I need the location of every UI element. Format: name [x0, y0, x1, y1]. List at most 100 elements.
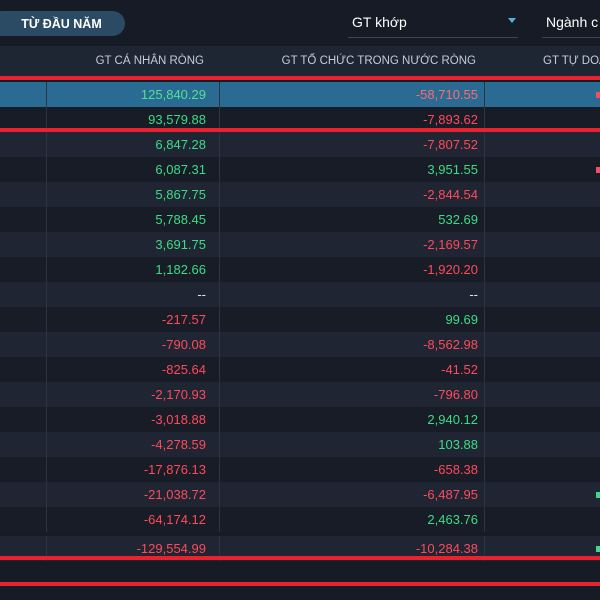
- table-header: GT CÁ NHÂN RÒNG GT TỔ CHỨC TRONG NƯỚC RÒ…: [0, 46, 600, 76]
- row-label-cell: [0, 207, 46, 232]
- annotation-box-top-edge: [0, 556, 600, 560]
- table-row[interactable]: -2,170.93 -796.80: [0, 382, 600, 407]
- proprietary-net-value: [484, 82, 600, 107]
- proprietary-net-value: [484, 257, 600, 282]
- institution-net-value: --: [219, 282, 484, 307]
- proprietary-net-value: [484, 536, 600, 561]
- table-row[interactable]: -217.57 99.69: [0, 307, 600, 332]
- individual-net-value: 5,788.45: [46, 207, 219, 232]
- table-row[interactable]: 93,579.88 -7,893.62: [0, 107, 600, 132]
- proprietary-net-value: [484, 482, 600, 507]
- proprietary-net-value: [484, 282, 600, 307]
- proprietary-net-value: [484, 132, 600, 157]
- proprietary-net-value: [484, 207, 600, 232]
- institution-net-value: 3,951.55: [219, 157, 484, 182]
- proprietary-net-value: [484, 407, 600, 432]
- proprietary-net-value: [484, 382, 600, 407]
- institution-net-value: 532.69: [219, 207, 484, 232]
- table-row[interactable]: 5,867.75 -2,844.54: [0, 182, 600, 207]
- institution-net-value: -1,920.20: [219, 257, 484, 282]
- value-sign-indicator: [596, 92, 600, 98]
- institution-net-value: -41.52: [219, 357, 484, 382]
- institution-net-value: -2,169.57: [219, 232, 484, 257]
- individual-net-value: -790.08: [46, 332, 219, 357]
- institution-net-value: -7,893.62: [219, 107, 484, 132]
- institution-net-value: -8,562.98: [219, 332, 484, 357]
- proprietary-net-value: [484, 507, 600, 532]
- table-row[interactable]: -21,038.72 -6,487.95: [0, 482, 600, 507]
- value-sign-indicator: [596, 546, 600, 552]
- institution-net-value: -658.38: [219, 457, 484, 482]
- proprietary-net-value: [484, 432, 600, 457]
- filter-bar: TỪ ĐẦU NĂM GT khớp Ngành c: [0, 0, 600, 46]
- row-label-cell: [0, 507, 46, 532]
- row-label-cell: [0, 357, 46, 382]
- row-label-cell: [0, 82, 46, 107]
- row-label-cell: [0, 282, 46, 307]
- individual-net-value: -17,876.13: [46, 457, 219, 482]
- individual-net-value: -3,018.88: [46, 407, 219, 432]
- individual-net-value: -2,170.93: [46, 382, 219, 407]
- sector-group-select[interactable]: Ngành c: [542, 6, 600, 38]
- value-sign-indicator: [596, 167, 600, 173]
- table-row[interactable]: 3,691.75 -2,169.57: [0, 232, 600, 257]
- table-row[interactable]: 6,847.28 -7,807.52: [0, 132, 600, 157]
- individual-net-value: -825.64: [46, 357, 219, 382]
- row-label-cell: [0, 382, 46, 407]
- institution-net-value: 2,463.76: [219, 507, 484, 532]
- individual-net-value: -21,038.72: [46, 482, 219, 507]
- row-label-cell: [0, 132, 46, 157]
- table-row[interactable]: -4,278.59 103.88: [0, 432, 600, 457]
- table-row[interactable]: -64,174.12 2,463.76: [0, 507, 600, 532]
- column-header-individual[interactable]: GT CÁ NHÂN RÒNG: [95, 55, 204, 67]
- individual-net-value: 93,579.88: [46, 107, 219, 132]
- individual-net-value: -217.57: [46, 307, 219, 332]
- row-label-cell: [0, 482, 46, 507]
- institution-net-value: 103.88: [219, 432, 484, 457]
- table-row[interactable]: -- --: [0, 282, 600, 307]
- individual-net-value: --: [46, 282, 219, 307]
- proprietary-net-value: [484, 157, 600, 182]
- individual-net-value: -64,174.12: [46, 507, 219, 532]
- institution-net-value: 2,940.12: [219, 407, 484, 432]
- table-row[interactable]: 1,182.66 -1,920.20: [0, 257, 600, 282]
- annotation-box-top-edge: [0, 76, 600, 80]
- value-type-select[interactable]: GT khớp: [348, 6, 518, 38]
- chevron-down-icon[interactable]: [508, 18, 516, 23]
- table-row[interactable]: -825.64 -41.52: [0, 357, 600, 382]
- row-label-cell: [0, 182, 46, 207]
- institution-net-value: 99.69: [219, 307, 484, 332]
- individual-net-value: 6,847.28: [46, 132, 219, 157]
- annotation-box-bottom-edge: [0, 128, 600, 132]
- column-header-proprietary[interactable]: GT TỰ DOA: [543, 55, 600, 67]
- proprietary-net-value: [484, 107, 600, 132]
- institution-net-value: -6,487.95: [219, 482, 484, 507]
- annotation-box-bottom-edge: [0, 582, 600, 586]
- table-row[interactable]: 125,840.29 -58,710.55: [0, 82, 600, 107]
- table-row[interactable]: -790.08 -8,562.98: [0, 332, 600, 357]
- individual-net-value: 6,087.31: [46, 157, 219, 182]
- value-sign-indicator: [596, 492, 600, 498]
- column-header-domestic-institution[interactable]: GT TỔ CHỨC TRONG NƯỚC RÒNG: [281, 55, 476, 67]
- proprietary-net-value: [484, 332, 600, 357]
- row-label-cell: [0, 307, 46, 332]
- table-row[interactable]: -17,876.13 -658.38: [0, 457, 600, 482]
- row-label-cell: [0, 432, 46, 457]
- row-label-cell: [0, 332, 46, 357]
- individual-net-value: -4,278.59: [46, 432, 219, 457]
- proprietary-net-value: [484, 232, 600, 257]
- proprietary-net-value: [484, 357, 600, 382]
- row-label-cell: [0, 157, 46, 182]
- proprietary-net-value: [484, 307, 600, 332]
- table-row[interactable]: 6,087.31 3,951.55: [0, 157, 600, 182]
- institution-net-value: -796.80: [219, 382, 484, 407]
- row-label-cell: [0, 257, 46, 282]
- row-label-cell: [0, 457, 46, 482]
- individual-net-value: -129,554.99: [46, 536, 219, 561]
- table-row[interactable]: -3,018.88 2,940.12: [0, 407, 600, 432]
- institution-net-value: -10,284.38: [219, 536, 484, 561]
- table-row[interactable]: 5,788.45 532.69: [0, 207, 600, 232]
- individual-net-value: 5,867.75: [46, 182, 219, 207]
- individual-net-value: 1,182.66: [46, 257, 219, 282]
- period-tab-ytd[interactable]: TỪ ĐẦU NĂM: [0, 11, 125, 36]
